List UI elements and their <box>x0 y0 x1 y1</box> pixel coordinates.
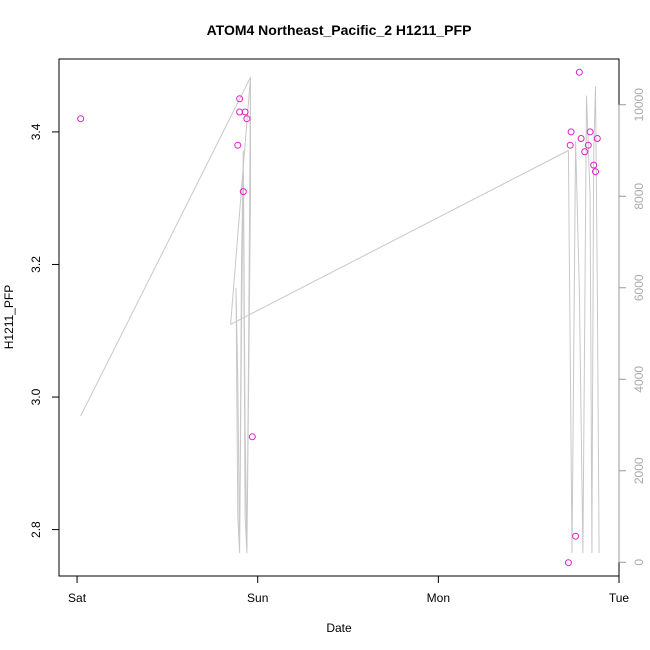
data-point <box>564 559 572 567</box>
data-point <box>234 141 242 149</box>
data-point <box>241 108 249 116</box>
y2-tick: 2000 <box>619 457 646 484</box>
data-point <box>572 532 580 540</box>
y2-tick: 8000 <box>619 183 646 210</box>
data-point <box>577 135 585 142</box>
y2-tick-label: 6000 <box>632 274 646 301</box>
data-point <box>243 115 251 123</box>
y-tick-label: 3.0 <box>29 388 43 405</box>
point-series <box>77 68 601 567</box>
y2-tick: 0 <box>619 559 646 566</box>
data-point <box>236 95 244 103</box>
data-point <box>590 161 598 169</box>
y2-tick: 4000 <box>619 366 646 393</box>
secondary-line-series <box>80 77 600 554</box>
x-tick-label: Sun <box>247 591 268 605</box>
y-tick: 3.4 <box>29 123 59 140</box>
y2-tick: 6000 <box>619 274 646 301</box>
data-point <box>77 115 85 123</box>
y-tick-label: 2.8 <box>29 521 43 538</box>
y2-axis: 0 2000 4000 6000 8000 10000 <box>618 88 646 566</box>
data-point <box>586 128 594 136</box>
x-tick: Mon <box>427 576 450 605</box>
x-axis: Sat Sun Mon Tue <box>68 575 630 605</box>
y-axis: 2.8 3.0 3.2 3.4 <box>29 123 60 538</box>
y2-tick: 10000 <box>619 88 646 122</box>
x-axis-label: Date <box>326 621 352 635</box>
plot-frame <box>58 58 620 577</box>
series-line <box>80 77 600 554</box>
data-point <box>581 148 589 156</box>
data-point <box>584 141 592 149</box>
x-tick: Tue <box>609 576 630 605</box>
y-axis-label: H1211_PFP <box>2 285 16 349</box>
y-tick-label: 3.2 <box>29 256 43 273</box>
data-point <box>575 68 583 76</box>
y2-tick-label: 10000 <box>632 88 646 122</box>
data-point <box>566 141 574 149</box>
x-tick: Sun <box>247 576 268 605</box>
x-tick-label: Sat <box>68 591 87 605</box>
y2-tick-label: 8000 <box>632 183 646 210</box>
y-tick: 2.8 <box>29 521 59 538</box>
chart-title: ATOM4 Northeast_Pacific_2 H1211_PFP <box>207 22 472 38</box>
y-tick-label: 3.4 <box>29 123 43 140</box>
y-tick: 3.0 <box>29 388 59 405</box>
y2-tick-label: 2000 <box>632 457 646 484</box>
x-tick-label: Tue <box>609 591 630 605</box>
y-tick: 3.2 <box>29 256 59 273</box>
x-tick: Sat <box>68 576 87 605</box>
y2-tick-label: 4000 <box>632 366 646 393</box>
data-point <box>248 433 256 441</box>
y2-tick-label: 0 <box>632 559 646 566</box>
x-tick-label: Mon <box>427 591 450 605</box>
data-point <box>567 128 575 136</box>
data-point <box>593 135 601 142</box>
data-point <box>239 188 247 196</box>
data-point <box>592 168 599 176</box>
